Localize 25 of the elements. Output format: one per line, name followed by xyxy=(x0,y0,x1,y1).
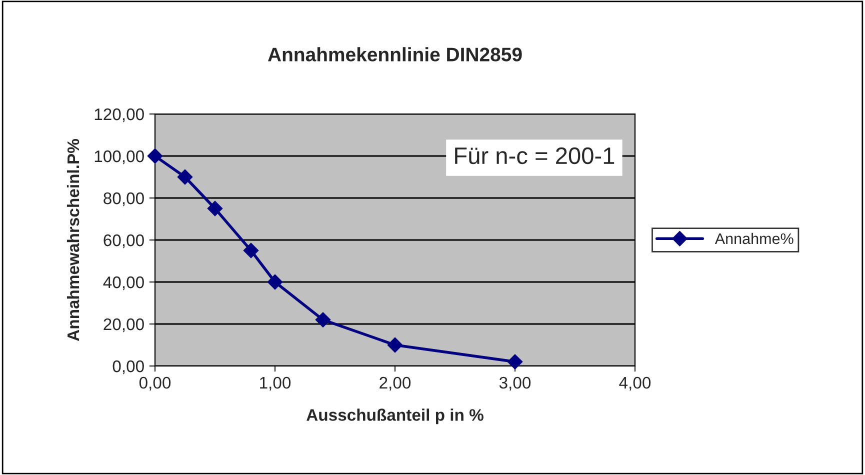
y-tick-label: 20,00 xyxy=(104,318,144,332)
point xyxy=(507,354,523,370)
point xyxy=(243,242,259,258)
point xyxy=(207,200,223,216)
y-tick-label: 120,00 xyxy=(94,108,144,122)
point xyxy=(177,169,193,185)
y-axis-title: Annahmewahrscheinl.P% xyxy=(66,139,80,341)
chart-title: Annahmekennlinie DIN2859 xyxy=(268,47,522,62)
y-tick-label: 80,00 xyxy=(104,192,144,206)
y-tick-label: 60,00 xyxy=(104,234,144,248)
point xyxy=(147,148,163,164)
x-tick-label: 1,00 xyxy=(260,376,291,391)
y-tick-label: 40,00 xyxy=(103,276,144,290)
y-tick-label: 100,00 xyxy=(94,150,144,164)
x-tick-label: 4,00 xyxy=(619,376,651,391)
annotation: Für n-c = 200-1 xyxy=(455,147,614,164)
x-tick-label: 0,00 xyxy=(139,376,171,391)
x-tick-label: 2,00 xyxy=(380,376,411,391)
legend-label: Annahme% xyxy=(714,232,794,244)
point xyxy=(267,274,283,290)
y-tick-label: 0,00 xyxy=(112,360,144,374)
x-axis-title: Ausschußanteil p in % xyxy=(306,408,484,424)
point xyxy=(315,312,331,328)
x-tick-label: 3,00 xyxy=(499,376,531,391)
point xyxy=(387,337,403,353)
